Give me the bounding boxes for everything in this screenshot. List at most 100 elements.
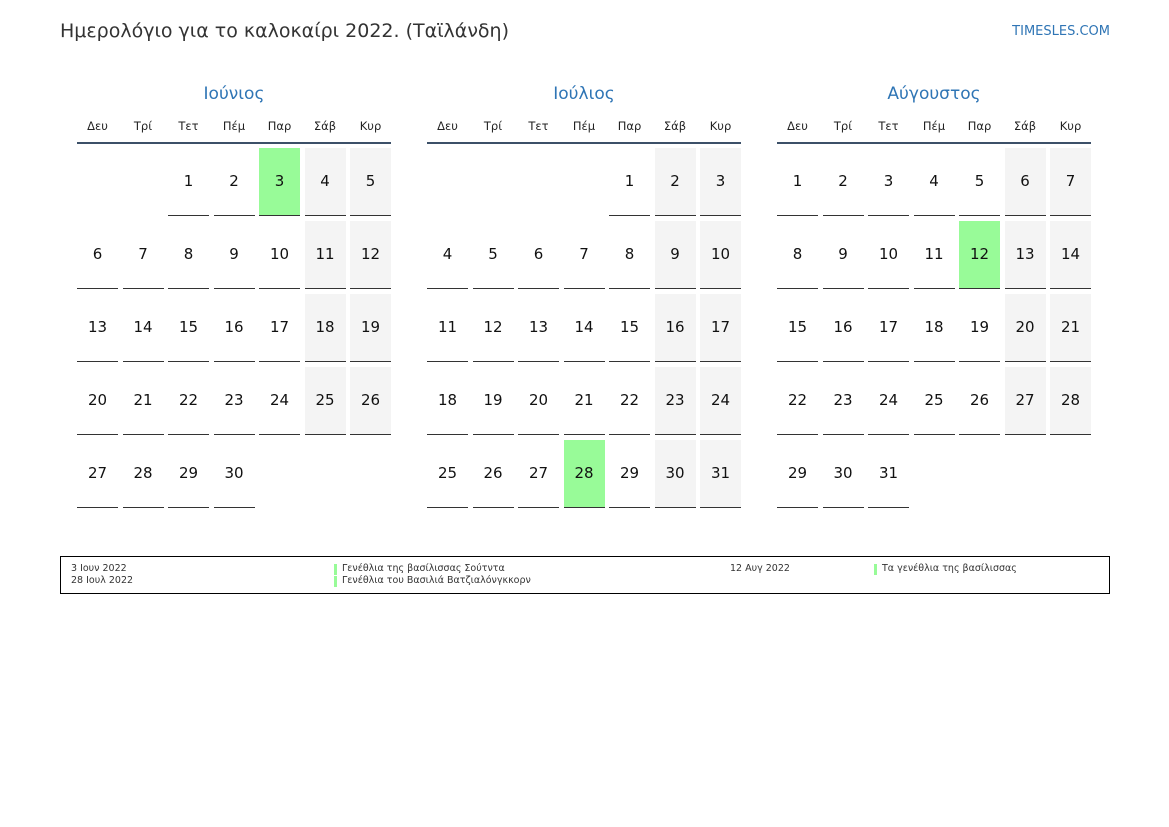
day-cell: 25 (913, 367, 955, 435)
day-cell: 7 (563, 221, 605, 289)
legend-name: Γενέθλια της βασίλισσας Σούτντα (342, 563, 505, 574)
day-cell: 3 (700, 148, 741, 216)
day-cell: 27 (518, 440, 559, 508)
day-cell: 23 (654, 367, 696, 435)
day-cell: 16 (654, 294, 696, 362)
day-cell: 14 (122, 294, 164, 362)
day-cell: 19 (472, 367, 514, 435)
day-cell: 30 (822, 440, 864, 508)
day-cell: 26 (959, 367, 1000, 435)
day-cell: 3 (259, 148, 300, 216)
day-cell: 21 (563, 367, 605, 435)
weekday: Σάβ (663, 119, 687, 133)
day-cell: 16 (213, 294, 255, 362)
day-cell: 28 (1050, 367, 1091, 435)
day-cell: 26 (350, 367, 391, 435)
month-name: Αύγουστος (887, 84, 981, 104)
day-cell: 11 (304, 221, 346, 289)
day-cell: 31 (868, 440, 909, 508)
day-cell: 28 (563, 440, 605, 508)
legend-name: Γενέθλια του Βασιλιά Βατζιαλόνγκκορν (342, 575, 531, 586)
weekday: Τρί (483, 119, 503, 133)
weekday: Δευ (437, 119, 458, 133)
day-cell: 13 (1004, 221, 1046, 289)
day-cell: 6 (518, 221, 559, 289)
legend-marker (874, 564, 877, 575)
day-cell: 14 (563, 294, 605, 362)
legend-date: 12 Αυγ 2022 (730, 563, 790, 574)
day-cell: 23 (213, 367, 255, 435)
day-cell: 12 (959, 221, 1000, 289)
day-cell: 22 (777, 367, 818, 435)
day-cell: 27 (1004, 367, 1046, 435)
month-name: Ιούνιος (203, 84, 265, 104)
day-cell: 2 (822, 148, 864, 216)
day-cell: 18 (304, 294, 346, 362)
day-cell: 4 (427, 221, 468, 289)
day-cell: 8 (777, 221, 818, 289)
day-cell: 24 (259, 367, 300, 435)
weekday: Τετ (528, 119, 549, 133)
weekday: Πέμ (222, 119, 246, 133)
weekday: Κυρ (359, 119, 382, 133)
day-cell: 1 (168, 148, 209, 216)
legend-marker (334, 564, 337, 575)
site-link[interactable]: TIMESLES.COM (1012, 24, 1110, 39)
legend-box: 3 Ιουν 2022 Γενέθλια της βασίλισσας Σούτν… (60, 556, 1110, 594)
weekday: Τετ (178, 119, 199, 133)
day-cell: 8 (609, 221, 650, 289)
day-cell: 12 (350, 221, 391, 289)
day-cell: 31 (700, 440, 741, 508)
legend-name: Τα γενέθλια της βασίλισσας (882, 563, 1017, 574)
weekday: Κυρ (709, 119, 732, 133)
weekday: Πέμ (922, 119, 946, 133)
weekday: Δευ (87, 119, 108, 133)
day-cell: 5 (350, 148, 391, 216)
day-cell: 20 (77, 367, 118, 435)
weekday: Πέμ (572, 119, 596, 133)
day-cell: 18 (427, 367, 468, 435)
day-cell: 27 (77, 440, 118, 508)
weekday: Κυρ (1059, 119, 1082, 133)
legend-marker (334, 576, 337, 587)
day-cell: 17 (868, 294, 909, 362)
weekday: Σάβ (313, 119, 337, 133)
weekday: Παρ (267, 119, 292, 133)
header-line (77, 142, 391, 144)
day-cell: 29 (777, 440, 818, 508)
day-cell: 4 (913, 148, 955, 216)
day-cell: 19 (350, 294, 391, 362)
day-cell: 13 (77, 294, 118, 362)
weekday: Σάβ (1013, 119, 1037, 133)
day-cell: 22 (609, 367, 650, 435)
day-cell: 7 (122, 221, 164, 289)
day-cell: 15 (777, 294, 818, 362)
day-cell: 1 (777, 148, 818, 216)
weekday: Τρί (833, 119, 853, 133)
day-cell: 9 (213, 221, 255, 289)
day-cell: 7 (1050, 148, 1091, 216)
weekday: Δευ (787, 119, 808, 133)
day-cell: 13 (518, 294, 559, 362)
day-cell: 21 (122, 367, 164, 435)
day-cell: 9 (654, 221, 696, 289)
title: Ημερολόγιο για το καλοκαίρι 2022. (Ταϊλά… (60, 20, 510, 42)
day-cell: 11 (913, 221, 955, 289)
month-name: Ιούλιος (553, 84, 615, 104)
day-cell: 23 (822, 367, 864, 435)
day-cell: 6 (1004, 148, 1046, 216)
day-cell: 15 (168, 294, 209, 362)
weekday: Τετ (878, 119, 899, 133)
day-cell: 24 (700, 367, 741, 435)
day-cell: 1 (609, 148, 650, 216)
legend-date: 3 Ιουν 2022 (71, 563, 127, 574)
header-line (427, 142, 741, 144)
day-cell: 10 (868, 221, 909, 289)
day-cell: 19 (959, 294, 1000, 362)
weekday: Τρί (133, 119, 153, 133)
day-cell: 3 (868, 148, 909, 216)
day-cell: 30 (654, 440, 696, 508)
day-cell: 5 (959, 148, 1000, 216)
day-cell: 21 (1050, 294, 1091, 362)
